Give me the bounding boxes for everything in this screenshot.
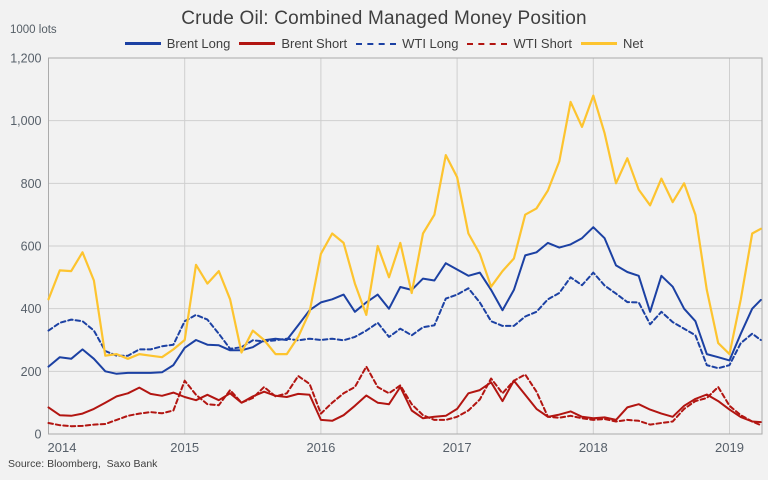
y-axis-tick-label: 200 [21,365,42,379]
legend-label-brent-short: Brent Short [281,36,348,51]
y-axis-unit-label: 1000 lots [10,24,57,36]
chart-legend: Brent Long Brent Short WTI Long WTI Short Ne… [0,36,768,51]
legend-item-net: Net [581,36,643,51]
legend-marker-brent-long [124,42,161,45]
x-axis-tick-label: 2016 [306,440,335,455]
x-axis-tick-label: 2017 [443,440,472,455]
series-line-net [47,94,762,360]
y-axis-tick-label: 0 [35,428,42,442]
y-axis-tick-label: 600 [21,240,42,254]
x-axis-tick-label: 2018 [579,440,608,455]
chart-title: Crude Oil: Combined Managed Money Positi… [181,8,587,29]
x-axis-tick-label: 2019 [715,440,744,455]
legend-marker-brent-short [239,42,276,45]
series-line-wti-long [47,271,762,370]
legend-item-wti-short: WTI Short [467,36,572,51]
legend-label-wti-long: WTI Long [402,36,459,51]
legend-marker-net [581,42,617,45]
y-axis-tick-label: 400 [21,302,42,316]
legend-label-wti-short: WTI Short [513,36,572,51]
legend-marker-wti-long [356,42,397,45]
y-axis-tick-label: 800 [21,177,42,191]
series-line-wti-short [47,365,762,428]
series-line-brent-long [47,226,762,375]
legend-marker-wti-short [467,42,508,45]
y-axis-tick-label: 1,200 [10,52,41,66]
legend-item-brent-short: Brent Short [239,36,347,51]
legend-item-brent-long: Brent Long [124,36,231,51]
legend-item-wti-long: WTI Long [356,36,458,51]
x-axis-tick-label: 2014 [48,440,77,455]
source-note: Source: Bloomberg, Saxo Bank [8,458,158,470]
plot-border [48,57,763,435]
series-line-brent-short [47,379,762,424]
legend-label-net: Net [623,36,644,51]
y-axis-tick-label: 1,000 [10,114,41,128]
legend-label-brent-long: Brent Long [166,36,231,51]
x-axis-tick-label: 2015 [170,440,199,455]
